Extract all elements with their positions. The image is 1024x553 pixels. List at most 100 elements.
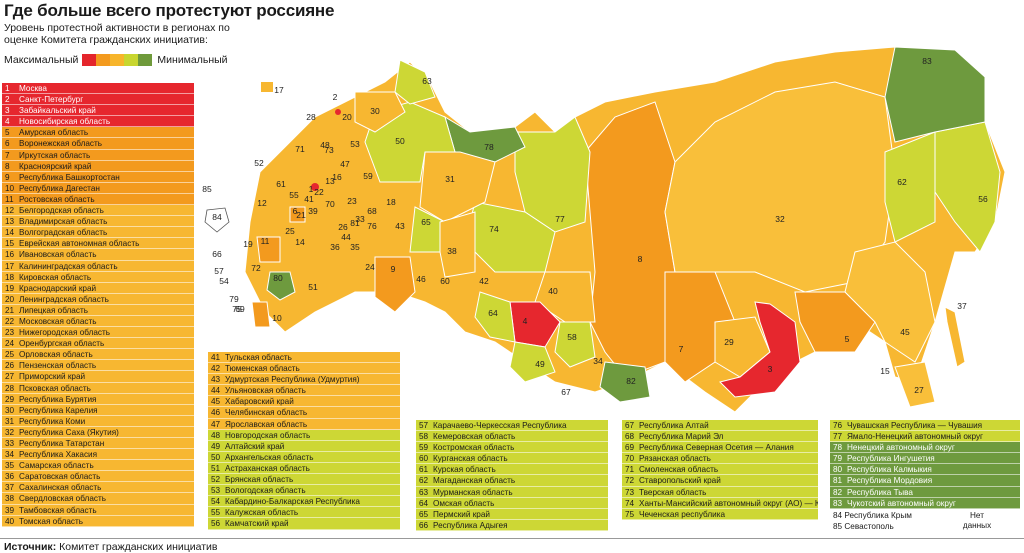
region-number: 83	[833, 498, 843, 508]
region-list-item: 56 Камчатский край	[208, 518, 400, 530]
region-name: Кемеровская область	[433, 432, 516, 442]
region-list-item: 29 Республика Бурятия	[2, 393, 194, 405]
legend-min-label: Минимальный	[157, 54, 228, 66]
region-list-item: 27 Приморский край	[2, 371, 194, 383]
region-name: Архангельская область	[225, 452, 314, 462]
region-number: 56	[211, 519, 221, 529]
region-list-item: 36 Саратовская область	[2, 471, 194, 483]
region-6	[289, 206, 306, 223]
region-name: Ростовская область	[19, 194, 95, 204]
region-list-item: 71 Смоленская область	[622, 464, 818, 476]
map-region-label: 33	[355, 214, 365, 224]
region-name: Псковская область	[19, 383, 91, 393]
region-name: Новгородская область	[225, 430, 311, 440]
region-list-item: 10 Республика Дагестан	[2, 182, 194, 194]
map-region-label: 2	[333, 92, 338, 102]
region-name: Республика Северная Осетия — Алания	[639, 443, 794, 453]
region-name: Воронежская область	[19, 139, 103, 149]
region-list-item: 40 Томская область	[2, 515, 194, 527]
region-list-col-4: 67 Республика Алтай 68 Республика Марий Эл 6…	[622, 420, 818, 520]
region-list-item: 12 Белгородская область	[2, 205, 194, 217]
region-list-item: 28 Псковская область	[2, 382, 194, 394]
region-name: Саратовская область	[19, 472, 101, 482]
region-number: 28	[5, 383, 15, 393]
region-name: Республика Карелия	[19, 405, 98, 415]
region-list-item: 19 Краснодарский край	[2, 282, 194, 294]
region-list-item: 4 Новосибирская область	[2, 116, 194, 128]
map-region-label: 75	[232, 304, 242, 314]
region-name: Приморский край	[19, 372, 86, 382]
region-name: Кировская область	[19, 272, 92, 282]
region-number: 81	[833, 476, 843, 486]
region-list-item: 20 Ленинградская область	[2, 293, 194, 305]
map-region-label: 78	[484, 142, 494, 152]
map-region-label: 29	[724, 337, 734, 347]
map-region-label: 62	[897, 177, 907, 187]
region-2	[335, 109, 341, 115]
region-number: 45	[211, 397, 221, 407]
map-region-label: 52	[254, 158, 264, 168]
region-list-item: 1 Москва	[2, 83, 194, 95]
map-region-label: 51	[308, 282, 318, 292]
region-number: 40	[5, 516, 15, 526]
region-name: Чувашская Республика — Чувашия	[847, 421, 983, 430]
region-name: Ульяновская область	[225, 386, 306, 396]
map-region-label: 46	[416, 274, 426, 284]
region-number: 48	[211, 430, 221, 440]
region-name: Красноярский край	[19, 161, 92, 171]
region-list-item: 54 Кабардино-Балкарская Республика	[208, 496, 400, 508]
region-number: 29	[5, 394, 15, 404]
region-number: 34	[5, 450, 15, 460]
map-region-label: 20	[342, 112, 352, 122]
map-region-label: 19	[243, 239, 253, 249]
region-number: 42	[211, 364, 221, 374]
region-list-item: 76 Чувашская Республика — Чувашия	[830, 420, 1020, 432]
region-list-item: 53 Вологодская область	[208, 485, 400, 497]
region-number: 46	[211, 408, 221, 418]
map-region-label: 47	[340, 159, 350, 169]
region-number: 76	[833, 421, 843, 430]
source-text: Комитет гражданских инициатив	[59, 541, 218, 553]
region-list-item: 2 Санкт-Петербург	[2, 94, 194, 106]
region-list-col-5: 76 Чувашская Республика — Чувашия 77 Ямало-…	[830, 420, 1020, 509]
no-data-item: 85 Севастополь	[833, 522, 894, 531]
region-name: Санкт-Петербург	[19, 95, 84, 105]
region-list-item: 34 Республика Хакасия	[2, 449, 194, 461]
region-64	[474, 291, 516, 343]
map-region-label: 65	[421, 217, 431, 227]
region-name: Белгородская область	[19, 206, 104, 216]
region-list-item: 61 Курская область	[416, 464, 608, 476]
map-region-label: 16	[332, 172, 342, 182]
legend: Максимальный Минимальный	[4, 54, 228, 66]
region-number: 9	[5, 172, 10, 182]
region-list-item: 57 Карачаево-Черкесская Республика	[416, 420, 608, 432]
map-region-label: 68	[367, 206, 377, 216]
region-name: Тюменская область	[225, 364, 300, 374]
region-name: Республика Дагестан	[19, 183, 100, 193]
region-name: Алтайский край	[225, 441, 285, 451]
map-region-label: 9	[391, 264, 396, 274]
region-number: 26	[5, 361, 15, 371]
map-region-label: 8	[638, 254, 643, 264]
region-name: Республика Коми	[19, 416, 86, 426]
region-name: Тульская область	[225, 353, 292, 362]
map-region-label: 53	[350, 139, 360, 149]
region-name: Ненецкий автономный округ	[847, 443, 955, 453]
map-region-label: 34	[593, 356, 603, 366]
region-name: Оренбургская область	[19, 339, 105, 349]
region-83	[884, 46, 986, 143]
region-name: Ярославская область	[225, 419, 308, 429]
region-list-item: 18 Кировская область	[2, 271, 194, 283]
region-name: Республика Башкортостан	[19, 172, 120, 182]
map-region-label: 80	[273, 273, 283, 283]
map-region-label: 67	[561, 387, 571, 397]
region-name: Астраханская область	[225, 463, 310, 473]
region-number: 37	[5, 483, 15, 493]
region-list-item: 47 Ярославская область	[208, 418, 400, 430]
region-list-item: 49 Алтайский край	[208, 440, 400, 452]
region-list-item: 45 Хабаровский край	[208, 396, 400, 408]
source-line: Источник: Комитет гражданских инициатив	[4, 541, 218, 553]
region-80	[266, 271, 296, 301]
region-list-item: 83 Чукотский автономный округ	[830, 497, 1020, 509]
map-region-label: 69	[235, 304, 245, 314]
